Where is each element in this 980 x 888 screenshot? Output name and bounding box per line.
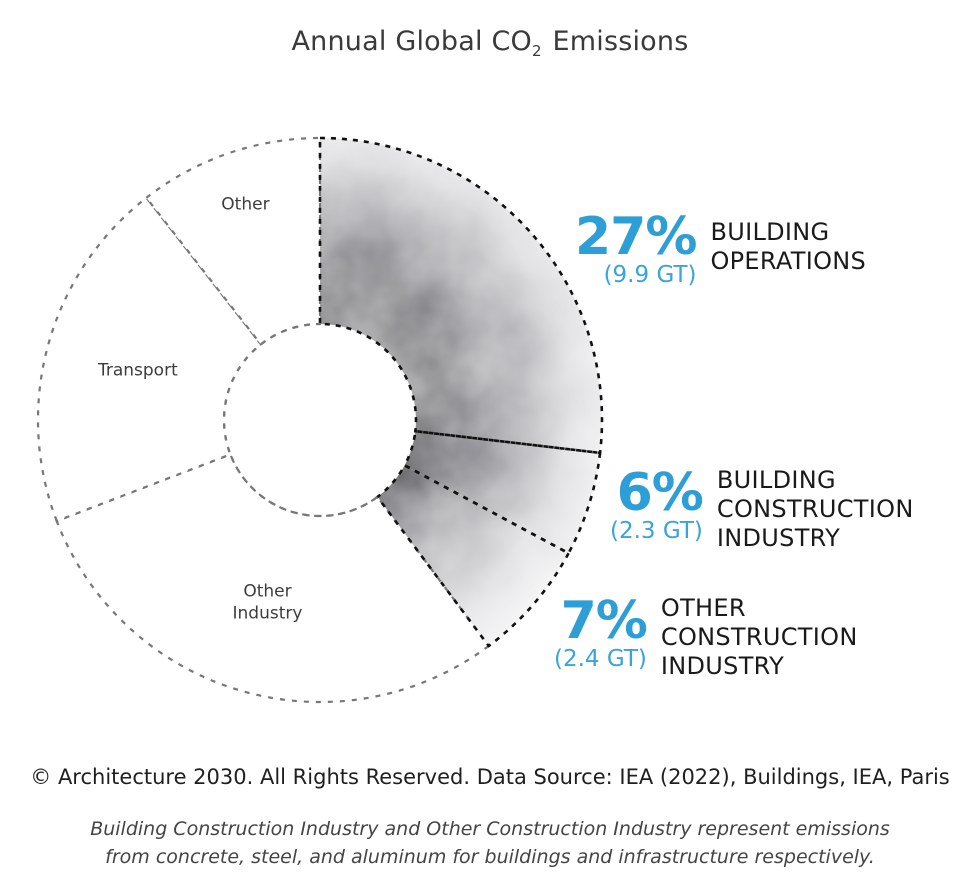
chart-title: Annual Global CO2 Emissions	[0, 26, 980, 60]
percent-label: 27%	[575, 207, 697, 267]
value-label: (2.4 GT)	[554, 646, 647, 672]
source-credit: © Architecture 2030. All Rights Reserved…	[30, 765, 950, 789]
slice-other	[144, 136, 322, 346]
slice-building-operations	[320, 138, 602, 453]
slice-outline-building-operations	[318, 136, 604, 455]
segment-label-other: Other	[221, 194, 269, 214]
slice-other-construction-industry	[377, 465, 569, 646]
slice-other-industry	[55, 452, 491, 704]
value-label: (2.3 GT)	[610, 518, 703, 544]
slice-outline-other-construction-industry	[375, 463, 571, 648]
title-text: Annual Global CO	[291, 26, 532, 57]
segment-name: OTHER CONSTRUCTION INDUSTRY	[660, 594, 858, 680]
segment-label-transport: Transport	[97, 360, 178, 380]
title-suffix: Emissions	[543, 26, 689, 57]
percent-label: 6%	[616, 463, 704, 523]
callout-building-operations: 27% (9.9 GT) BUILDING OPERATIONS	[575, 207, 867, 288]
segment-name: BUILDING OPERATIONS	[710, 218, 867, 275]
callout-other-construction: 7% (2.4 GT) OTHER CONSTRUCTION INDUSTRY	[554, 594, 858, 681]
segment-label-other-industry: Other Industry	[233, 582, 303, 624]
donut-hole	[225, 325, 415, 515]
donut-chart: Other Industry Transport Other	[36, 136, 604, 704]
segment-name: BUILDING CONSTRUCTION INDUSTRY	[716, 466, 914, 552]
slice-building-construction-industry	[404, 431, 601, 554]
slice-outline-building-construction-industry	[402, 429, 602, 555]
title-subscript: 2	[531, 42, 542, 60]
slice-transport	[36, 196, 263, 523]
percent-label: 7%	[560, 591, 648, 651]
inner-ring-outline	[222, 322, 379, 518]
highlight-fill-group	[320, 138, 602, 646]
callout-building-construction: 6% (2.3 GT) BUILDING CONSTRUCTION INDUST…	[610, 466, 914, 553]
footnote: Building Construction Industry and Other…	[90, 818, 890, 868]
value-label: (9.9 GT)	[603, 262, 697, 288]
